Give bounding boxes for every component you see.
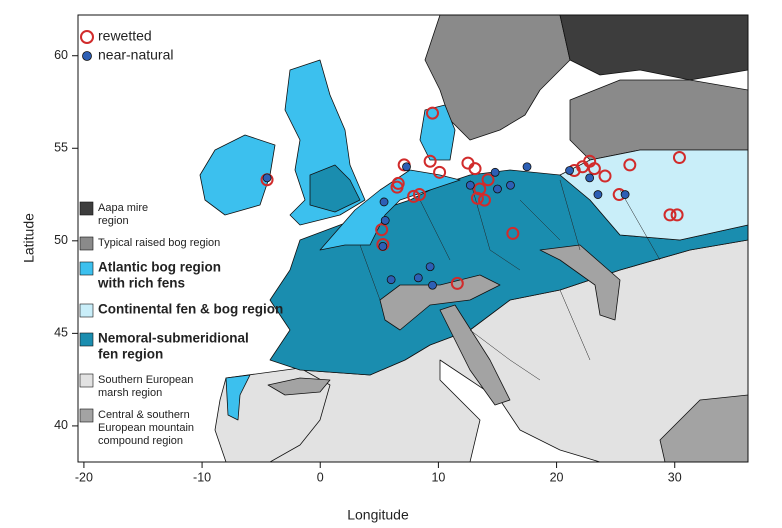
near-natural-site [413, 273, 423, 283]
rewetted-site [470, 191, 484, 205]
region-label: with rich fens [97, 276, 185, 291]
legend-label: near-natural [98, 47, 174, 63]
near-natural-site [386, 275, 396, 285]
x-tick-label: 0 [317, 470, 324, 484]
legend-symbol [80, 30, 94, 44]
near-natural-site [380, 216, 390, 225]
rewetted-site [481, 173, 495, 187]
near-natural-site [262, 173, 272, 183]
rewetted-site [473, 182, 487, 196]
rewetted-site [623, 158, 637, 172]
x-tick-label: 20 [550, 470, 564, 484]
x-tick-label: 30 [668, 470, 682, 484]
rewetted-site [423, 154, 437, 168]
y-axis-label: Latitude [21, 213, 37, 263]
region-area [419, 104, 456, 161]
region-label: marsh region [98, 387, 162, 399]
region-swatch [79, 373, 94, 388]
rewetted-site [450, 276, 464, 290]
region-label: compound region [98, 435, 183, 447]
region-area [569, 79, 748, 161]
region-swatch [79, 261, 94, 276]
rewetted-site [672, 151, 686, 165]
x-tick-label: 10 [431, 470, 445, 484]
region-label: Nemoral-submeridional [98, 331, 249, 346]
dynamic-layer: -20 -10 0 10 20 30 40 45 50 55 60 rewetted near-natu… [54, 28, 686, 484]
legend-symbol [82, 51, 92, 61]
rewetted-site [375, 223, 389, 237]
region-area [379, 274, 501, 331]
region-area [439, 304, 511, 406]
region-swatch [79, 236, 94, 251]
region-label: European mountain [98, 422, 194, 434]
rewetted-site [407, 189, 421, 203]
region-swatch [79, 408, 94, 423]
rewetted-site [506, 226, 520, 240]
region-area [659, 394, 748, 462]
region-area [309, 164, 361, 213]
near-natural-site [379, 197, 389, 207]
region-area [225, 374, 251, 421]
region-swatch [79, 303, 94, 318]
rewetted-site [663, 208, 677, 222]
near-natural-site [620, 190, 630, 199]
region-label: Continental fen & bog region [98, 302, 283, 317]
country-borders [359, 179, 661, 381]
region-label: Central & southern [98, 409, 190, 421]
region-area [559, 149, 748, 241]
legend-label: rewetted [98, 28, 152, 44]
region-label: region [98, 215, 129, 227]
rewetted-site [598, 169, 612, 183]
y-tick-label: 55 [54, 141, 68, 155]
near-natural-site [378, 241, 388, 251]
near-natural-site [522, 162, 532, 172]
region-area [199, 134, 276, 216]
rewetted-site [412, 188, 426, 202]
region-label: Typical raised bog region [98, 237, 220, 249]
near-natural-site [593, 190, 603, 199]
y-tick-label: 60 [54, 48, 68, 62]
region-area [559, 15, 748, 81]
region-area [267, 377, 331, 396]
rewetted-site [433, 165, 447, 179]
y-tick-label: 45 [54, 326, 68, 340]
region-label: fen region [98, 347, 163, 362]
near-natural-site [425, 262, 435, 272]
near-natural-site [506, 180, 515, 190]
rewetted-site [587, 162, 601, 176]
near-natural-site [565, 166, 574, 175]
y-tick-label: 40 [54, 418, 68, 432]
near-natural-site [402, 162, 411, 172]
region-swatch [79, 332, 94, 347]
near-natural-site [428, 280, 437, 290]
rewetted-site [468, 162, 482, 176]
plot-frame [77, 14, 749, 463]
region-area [539, 244, 621, 321]
y-tick-label: 50 [54, 233, 68, 247]
rewetted-site [477, 193, 491, 207]
rewetted-site [670, 208, 684, 222]
rewetted-site [390, 180, 404, 194]
map-body [199, 15, 748, 462]
x-tick-label: -20 [75, 470, 93, 484]
region-label: Atlantic bog region [98, 260, 221, 275]
near-natural-site [493, 184, 502, 194]
region-label: Southern European [98, 374, 193, 386]
near-natural-site [585, 173, 595, 183]
x-axis-label: Longitude [347, 507, 409, 523]
near-natural-site [465, 180, 475, 190]
near-natural-site [490, 167, 500, 177]
region-swatch [79, 201, 94, 216]
x-tick-label: -10 [193, 470, 211, 484]
rewetted-site [425, 106, 439, 120]
region-label: Aapa mire [98, 202, 148, 214]
